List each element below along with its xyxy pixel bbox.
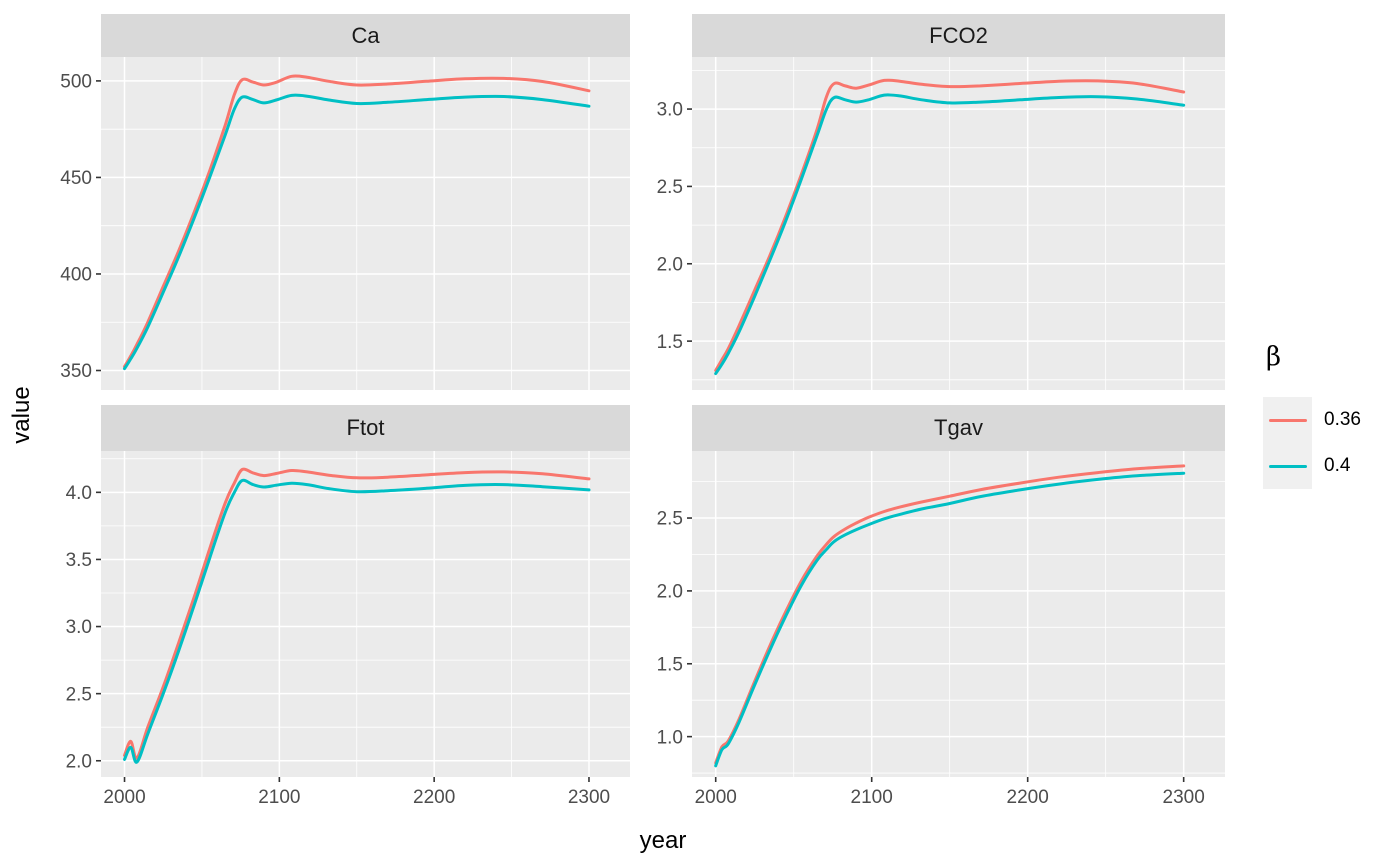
y-tick-label: 350	[60, 361, 92, 382]
legend-line-icon	[1268, 418, 1307, 422]
facet-strip-ca: Ca	[101, 14, 630, 57]
series-line-0.36	[123, 74, 591, 369]
panel-bg	[692, 451, 1225, 777]
x-tick-label: 2200	[1007, 787, 1049, 808]
y-tick-label: 3.0	[66, 617, 92, 638]
legend-entry: 0.4	[1263, 443, 1350, 489]
y-tick-label: 3.5	[66, 550, 92, 571]
x-tick-label: 2100	[258, 787, 300, 808]
facet-title-tgav: Tgav	[934, 415, 983, 440]
y-tick-label: 1.0	[657, 727, 683, 748]
x-tick-label: 2300	[1163, 787, 1205, 808]
series-line-0.36	[714, 78, 1186, 372]
facet-strip-ftot: Ftot	[101, 405, 630, 451]
y-tick-label: 400	[60, 265, 92, 286]
facet-strip-tgav: Tgav	[692, 405, 1225, 451]
y-tick-label: 1.5	[657, 332, 683, 353]
x-tick-label: 2300	[568, 787, 610, 808]
x-tick-label: 2000	[695, 787, 737, 808]
y-tick-label: 4.0	[66, 483, 92, 504]
y-tick-label: 1.5	[657, 654, 683, 675]
facet-strip-fco2: FCO2	[692, 14, 1225, 57]
x-tick-label: 2100	[851, 787, 893, 808]
legend-label: 0.36	[1324, 409, 1361, 430]
panel-bg	[692, 56, 1225, 390]
panel-bg	[101, 56, 630, 390]
y-tick-label: 500	[60, 72, 92, 93]
y-tick-label: 2.0	[657, 582, 683, 603]
y-tick-label: 2.0	[657, 254, 683, 275]
panel-bg	[101, 451, 630, 777]
y-axis-title: value	[8, 386, 35, 444]
legend-entry: 0.36	[1263, 397, 1361, 443]
facet-title-fco2: FCO2	[929, 22, 988, 48]
y-tick-label: 2.5	[657, 509, 683, 530]
series-line-0.4	[714, 93, 1186, 376]
legend-line-icon	[1268, 464, 1307, 468]
x-tick-label: 2200	[413, 787, 455, 808]
series-line-0.4	[714, 471, 1186, 768]
y-tick-label: 450	[60, 168, 92, 189]
legend-title: β	[1266, 342, 1282, 372]
series-line-0.4	[123, 478, 591, 764]
facet-title-ftot: Ftot	[346, 415, 385, 440]
y-tick-label: 2.5	[657, 177, 683, 198]
legend-key-swatch	[1263, 443, 1312, 489]
legend-key-swatch	[1263, 397, 1312, 443]
legend-label: 0.4	[1324, 455, 1351, 476]
x-axis-title: year	[639, 827, 687, 854]
y-tick-label: 2.0	[66, 751, 92, 772]
series-line-0.36	[123, 467, 591, 760]
y-tick-label: 2.5	[66, 684, 92, 705]
facet-title-ca: Ca	[351, 22, 380, 48]
y-tick-label: 3.0	[657, 100, 683, 121]
x-tick-label: 2000	[103, 787, 145, 808]
series-line-0.4	[123, 93, 591, 371]
